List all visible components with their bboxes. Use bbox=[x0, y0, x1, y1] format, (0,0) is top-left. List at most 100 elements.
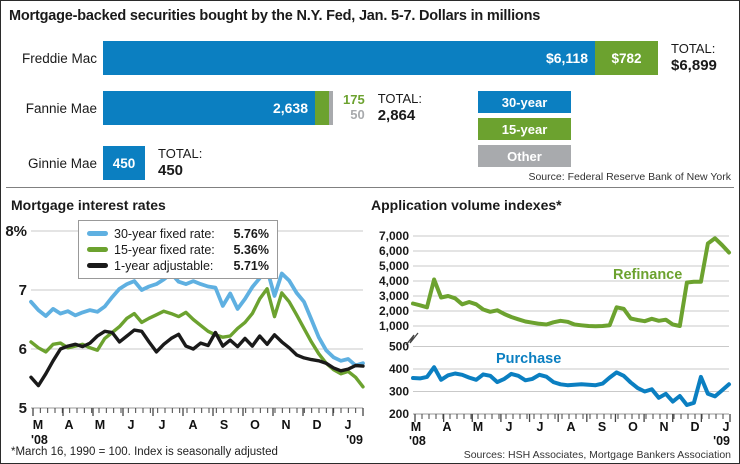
svg-text:A: A bbox=[188, 418, 197, 432]
rates-legend-value: 5.76% bbox=[233, 226, 269, 241]
svg-text:'08: '08 bbox=[409, 434, 426, 448]
svg-text:A: A bbox=[64, 418, 73, 432]
bar-total: TOTAL: $6,899 bbox=[671, 41, 717, 75]
line-swatch-30-year-icon bbox=[87, 231, 108, 236]
rates-legend-label: 15-year fixed rate: bbox=[114, 242, 215, 257]
bar-track: 450 bbox=[103, 146, 145, 180]
total-value: 2,864 bbox=[377, 106, 416, 124]
rates-legend: 30-year fixed rate: 5.76% 15-year fixed … bbox=[78, 220, 278, 279]
section-divider bbox=[6, 187, 734, 188]
svg-text:1,000: 1,000 bbox=[379, 319, 409, 333]
svg-text:A: A bbox=[566, 420, 575, 434]
bar-segment-Other bbox=[329, 91, 333, 125]
svg-text:O: O bbox=[250, 418, 260, 432]
svg-text:S: S bbox=[220, 418, 228, 432]
bar-segment-30-year: 450 bbox=[103, 146, 145, 180]
svg-text:5: 5 bbox=[19, 400, 27, 417]
bar-segment-30-year: $6,118 bbox=[103, 41, 595, 75]
svg-text:J: J bbox=[723, 420, 730, 434]
source-note-fed: Source: Federal Reserve Bank of New York bbox=[528, 171, 731, 183]
source-note-volume: Sources: HSH Associates, Mortgage Banker… bbox=[463, 449, 731, 461]
svg-text:4,000: 4,000 bbox=[379, 274, 409, 288]
rates-legend-row-1-year: 1-year adjustable: 5.71% bbox=[87, 258, 269, 273]
bar-legend: 30-year 15-year Other bbox=[478, 91, 571, 172]
rates-line-30-year-fixed-rate bbox=[29, 267, 365, 368]
rates-line-15-year-fixed-rate bbox=[29, 287, 365, 389]
svg-text:7: 7 bbox=[19, 282, 27, 299]
line-swatch-15-year-icon bbox=[87, 247, 108, 252]
rates-legend-label: 30-year fixed rate: bbox=[114, 226, 215, 241]
bar-track: 2,638 bbox=[103, 91, 333, 125]
rates-chart: 5 6 7 8% M A M J J A S O N D J '08 '09 bbox=[5, 223, 365, 447]
total-value: 450 bbox=[158, 161, 184, 179]
rates-legend-row-15-year: 15-year fixed rate: 5.36% bbox=[87, 242, 269, 257]
bar-segment-15-year: $782 bbox=[595, 41, 658, 75]
legend-item-30-year: 30-year bbox=[478, 91, 571, 113]
svg-text:'08: '08 bbox=[31, 433, 48, 447]
svg-text:3,000: 3,000 bbox=[379, 289, 409, 303]
svg-text:5,000: 5,000 bbox=[379, 259, 409, 273]
bar-segment-15-year bbox=[315, 91, 329, 125]
axis-break-icon bbox=[405, 332, 419, 346]
bar-total: TOTAL: 450 bbox=[158, 146, 202, 180]
svg-text:'09: '09 bbox=[346, 433, 363, 447]
bar-row-label: Ginnie Mae bbox=[27, 155, 97, 171]
svg-text:500: 500 bbox=[389, 340, 409, 354]
volume-line-refinance bbox=[411, 236, 731, 329]
volume-line-purchase bbox=[411, 365, 731, 407]
main-title: Mortgage-backed securities bought by the… bbox=[9, 8, 541, 24]
svg-text:M: M bbox=[411, 420, 421, 434]
svg-text:J: J bbox=[345, 418, 352, 432]
line-swatch-1-year-icon bbox=[87, 263, 108, 268]
rates-legend-label: 1-year adjustable: bbox=[114, 258, 214, 273]
bar-row-freddie-mac: Freddie Mac $6,118 $782 TOTAL: $6,899 bbox=[7, 41, 717, 75]
svg-text:M: M bbox=[95, 418, 105, 432]
rates-legend-value: 5.36% bbox=[233, 242, 269, 257]
legend-item-other: Other bbox=[478, 145, 571, 167]
svg-text:N: N bbox=[281, 418, 290, 432]
svg-text:6: 6 bbox=[19, 341, 27, 358]
total-label: TOTAL: bbox=[671, 41, 716, 57]
svg-text:M: M bbox=[473, 420, 483, 434]
svg-text:S: S bbox=[598, 420, 606, 434]
bar-total: TOTAL: 2,864 bbox=[378, 91, 422, 125]
svg-text:J: J bbox=[128, 418, 135, 432]
bar-track: $6,118 $782 bbox=[103, 41, 658, 75]
svg-text:J: J bbox=[506, 420, 513, 434]
total-label: TOTAL: bbox=[158, 146, 203, 162]
bar-row-label: Fannie Mae bbox=[25, 100, 97, 116]
svg-text:7,000: 7,000 bbox=[379, 229, 409, 243]
total-label: TOTAL: bbox=[377, 91, 423, 107]
series-label-refinance: Refinance bbox=[613, 267, 682, 283]
svg-text:6,000: 6,000 bbox=[379, 244, 409, 258]
volume-chart-title: Application volume indexes* bbox=[371, 197, 562, 213]
rates-line-1-year-adjustable bbox=[29, 328, 365, 388]
bar-row-label: Freddie Mac bbox=[21, 50, 97, 66]
bar-outside-value: 175 bbox=[343, 92, 365, 108]
svg-text:J: J bbox=[159, 418, 166, 432]
bar-segment-30-year: 2,638 bbox=[103, 91, 315, 125]
svg-text:'09: '09 bbox=[713, 434, 730, 448]
rates-legend-row-30-year: 30-year fixed rate: 5.76% bbox=[87, 226, 269, 241]
series-label-purchase: Purchase bbox=[496, 351, 561, 367]
svg-text:D: D bbox=[312, 418, 321, 432]
svg-text:M: M bbox=[33, 418, 43, 432]
svg-text:D: D bbox=[690, 420, 699, 434]
bar-row-ginnie-mae: Ginnie Mae 450 TOTAL: 450 bbox=[7, 146, 202, 180]
svg-text:O: O bbox=[628, 420, 638, 434]
svg-text:A: A bbox=[442, 420, 451, 434]
svg-text:400: 400 bbox=[389, 362, 409, 376]
total-value: $6,899 bbox=[671, 56, 717, 74]
legend-item-15-year: 15-year bbox=[478, 118, 571, 140]
bar-outside-values: 175 50 bbox=[343, 92, 365, 123]
svg-text:8%: 8% bbox=[5, 223, 27, 240]
svg-text:300: 300 bbox=[389, 385, 409, 399]
rates-chart-title: Mortgage interest rates bbox=[11, 197, 166, 213]
rates-legend-value: 5.71% bbox=[233, 258, 269, 273]
svg-text:N: N bbox=[659, 420, 668, 434]
bar-outside-value: 50 bbox=[350, 107, 365, 122]
svg-text:2,000: 2,000 bbox=[379, 304, 409, 318]
bar-row-fannie-mae: Fannie Mae 2,638 175 50 TOTAL: 2,864 bbox=[7, 91, 422, 125]
